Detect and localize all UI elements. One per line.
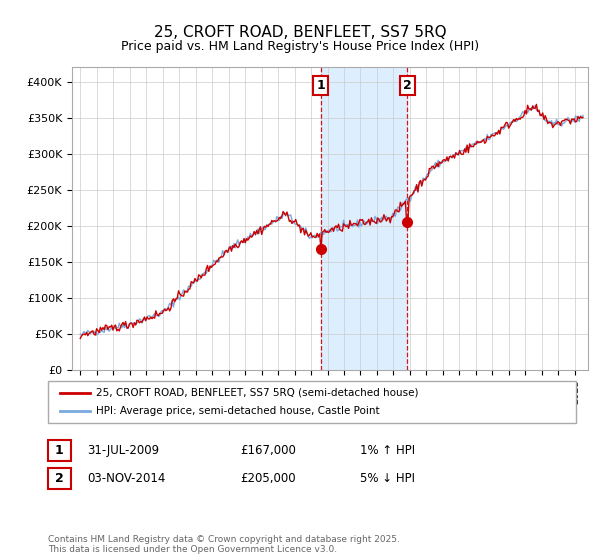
Bar (320, 67, 407, 370)
Text: Contains HM Land Registry data © Crown copyright and database right 2025.
This d: Contains HM Land Registry data © Crown c… (48, 535, 400, 554)
Text: 25, CROFT ROAD, BENFLEET, SS7 5RQ (semi-detached house): 25, CROFT ROAD, BENFLEET, SS7 5RQ (semi-… (96, 388, 419, 398)
Text: 03-NOV-2014: 03-NOV-2014 (87, 472, 166, 486)
Text: Price paid vs. HM Land Registry's House Price Index (HPI): Price paid vs. HM Land Registry's House … (121, 40, 479, 53)
Text: 2: 2 (403, 79, 412, 92)
Text: 31-JUL-2009: 31-JUL-2009 (87, 444, 159, 458)
Text: 1% ↑ HPI: 1% ↑ HPI (360, 444, 415, 458)
Text: £167,000: £167,000 (240, 444, 296, 458)
Text: 2: 2 (55, 472, 64, 486)
Text: £205,000: £205,000 (240, 472, 296, 486)
Text: 1: 1 (316, 79, 325, 92)
Text: 1: 1 (55, 444, 64, 458)
Text: 5% ↓ HPI: 5% ↓ HPI (360, 472, 415, 486)
Text: 25, CROFT ROAD, BENFLEET, SS7 5RQ: 25, CROFT ROAD, BENFLEET, SS7 5RQ (154, 25, 446, 40)
Text: HPI: Average price, semi-detached house, Castle Point: HPI: Average price, semi-detached house,… (96, 406, 380, 416)
